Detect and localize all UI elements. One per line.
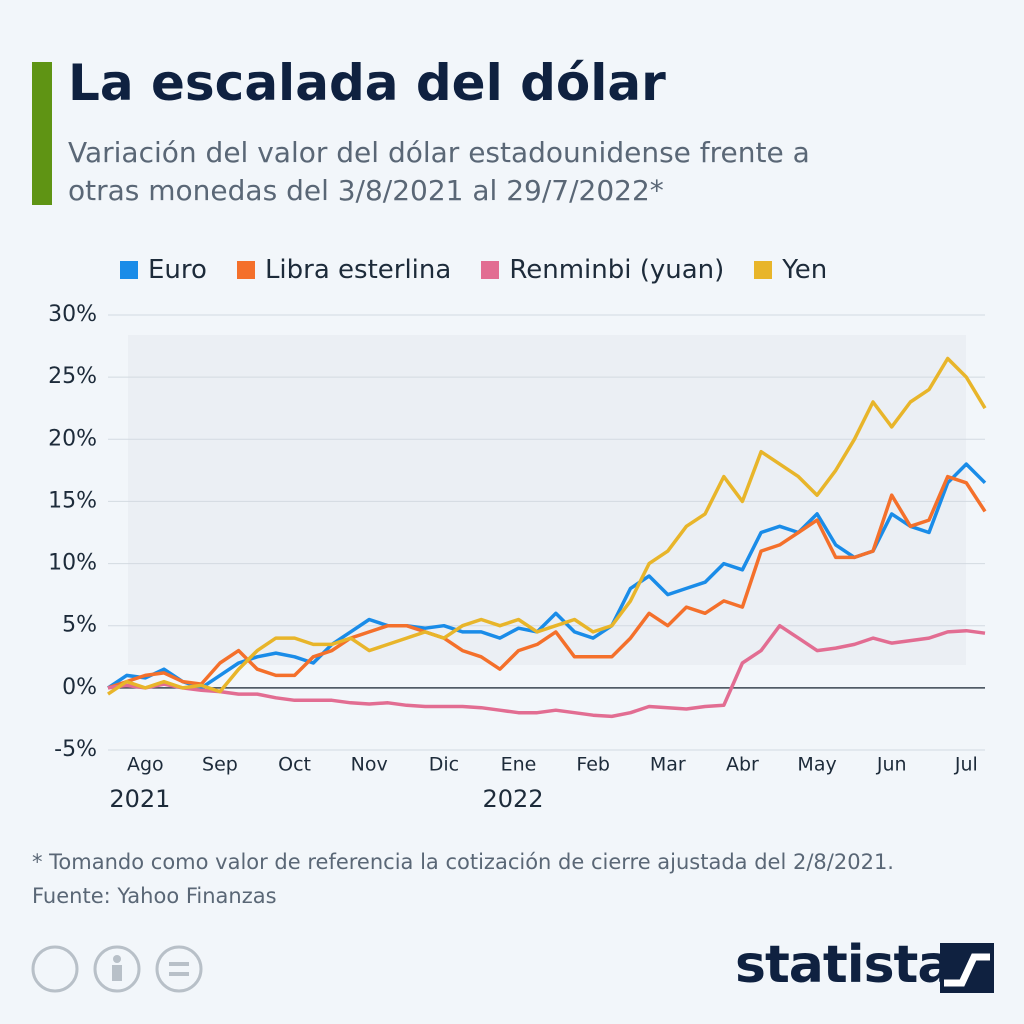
legend-item: Libra esterlina bbox=[236, 255, 452, 285]
brand-logo-wave bbox=[944, 953, 990, 987]
title: La escalada del dólar bbox=[68, 54, 666, 112]
x-tick-label: May bbox=[797, 754, 836, 776]
y-tick-label: 25% bbox=[48, 364, 97, 389]
y-tick-label: 0% bbox=[62, 675, 97, 700]
legend-swatch bbox=[120, 261, 138, 279]
cc-icon bbox=[31, 945, 79, 993]
year-label: 2022 bbox=[483, 785, 544, 813]
y-tick-label: 10% bbox=[48, 551, 97, 576]
legend-swatch bbox=[481, 261, 500, 279]
legend-label: Yen bbox=[782, 255, 828, 285]
by-icon-head bbox=[113, 955, 121, 963]
series-line bbox=[107, 356, 987, 696]
y-tick-label: 15% bbox=[48, 488, 97, 513]
by-icon-body bbox=[112, 965, 122, 981]
legend-label: Euro bbox=[148, 255, 207, 285]
nd-icon-bar bbox=[169, 962, 189, 966]
legend-item: Renminbi (yuan) bbox=[481, 255, 724, 285]
x-tick-label: Ene bbox=[501, 754, 537, 776]
footnote: * Tomando como valor de referencia la co… bbox=[32, 850, 894, 874]
legend: Euro Libra esterlina Renminbi (yuan) Yen bbox=[120, 255, 827, 285]
year-label: 2021 bbox=[109, 785, 170, 813]
y-tick-label: 20% bbox=[48, 426, 97, 451]
legend-label: Renminbi (yuan) bbox=[509, 255, 725, 285]
background-banknote bbox=[128, 335, 966, 665]
chart: -5% 0% 5% 10% 15% 20% 25% 30% Ago Sep Oct Nov Dic Ene… bbox=[48, 302, 987, 813]
x-tick-label: Sep bbox=[202, 754, 238, 776]
x-tick-label: Oct bbox=[278, 754, 311, 776]
notes: * Tomando como valor de referencia la co… bbox=[32, 845, 1012, 913]
y-tick-label: -5% bbox=[54, 737, 97, 762]
x-tick-label: Mar bbox=[650, 754, 686, 776]
legend-item: Yen bbox=[754, 255, 827, 285]
series-line bbox=[107, 462, 987, 690]
license-icons bbox=[31, 945, 203, 993]
y-tick-label: 5% bbox=[62, 613, 97, 638]
source: Fuente: Yahoo Finanzas bbox=[32, 884, 277, 908]
brand-logo bbox=[940, 943, 994, 993]
by-icon bbox=[93, 945, 141, 993]
series-line bbox=[107, 623, 986, 719]
legend-label: Libra esterlina bbox=[264, 255, 452, 285]
legend-swatch bbox=[754, 261, 773, 279]
x-tick-label: Feb bbox=[576, 754, 610, 776]
x-tick-label: Jul bbox=[954, 754, 978, 776]
accent-bar bbox=[32, 62, 52, 205]
brand: statista bbox=[735, 935, 952, 995]
legend-item: Euro bbox=[120, 255, 207, 285]
y-tick-label: 30% bbox=[48, 302, 97, 327]
x-tick-label: Ago bbox=[127, 754, 164, 776]
series-line bbox=[107, 474, 987, 690]
x-tick-label: Dic bbox=[429, 754, 459, 776]
x-tick-label: Jun bbox=[876, 754, 907, 776]
subtitle: Variación del valor del dólar estadounid… bbox=[68, 136, 810, 207]
x-tick-label: Nov bbox=[351, 754, 388, 776]
nd-icon bbox=[155, 945, 203, 993]
nd-icon-bar bbox=[169, 972, 189, 976]
x-tick-label: Abr bbox=[726, 754, 759, 776]
legend-swatch bbox=[236, 261, 255, 279]
